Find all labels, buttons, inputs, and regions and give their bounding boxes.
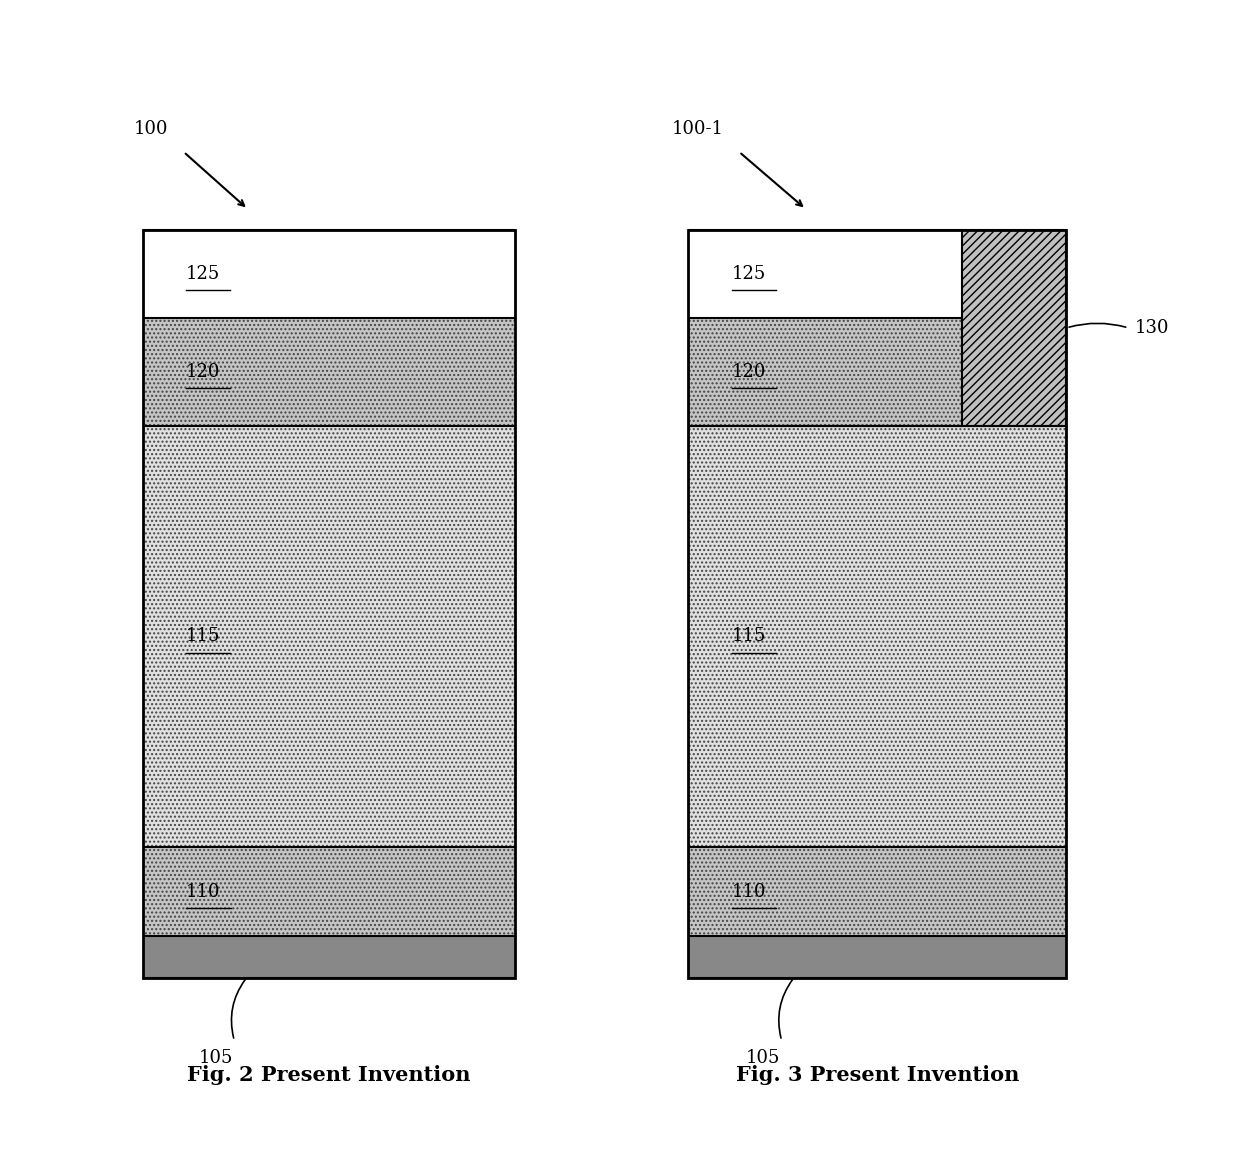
Text: 100-1: 100-1 bbox=[672, 120, 724, 138]
Text: 125: 125 bbox=[732, 266, 766, 283]
Text: 100: 100 bbox=[134, 120, 169, 138]
Bar bbox=[688, 319, 962, 426]
Text: 120: 120 bbox=[186, 363, 221, 381]
Bar bbox=[143, 230, 515, 977]
Text: 130: 130 bbox=[1135, 319, 1169, 337]
Text: 115: 115 bbox=[186, 627, 221, 645]
Text: 105: 105 bbox=[198, 1049, 233, 1067]
Text: 125: 125 bbox=[186, 266, 221, 283]
Bar bbox=[143, 936, 515, 978]
Bar bbox=[143, 319, 515, 426]
Bar bbox=[143, 846, 515, 936]
Text: 115: 115 bbox=[732, 627, 766, 645]
Bar bbox=[143, 846, 515, 936]
Bar bbox=[143, 319, 515, 426]
Text: 120: 120 bbox=[732, 363, 766, 381]
Bar bbox=[962, 230, 1066, 426]
Bar bbox=[688, 230, 962, 319]
Bar bbox=[688, 936, 1066, 978]
Bar bbox=[688, 319, 962, 426]
Text: Fig. 2 Present Invention: Fig. 2 Present Invention bbox=[187, 1065, 470, 1086]
Bar bbox=[688, 846, 1066, 936]
Bar bbox=[688, 426, 1066, 846]
Text: 105: 105 bbox=[746, 1049, 780, 1067]
Bar bbox=[688, 230, 1066, 977]
Bar bbox=[962, 230, 1066, 426]
Text: 110: 110 bbox=[186, 882, 221, 900]
Bar bbox=[143, 230, 515, 319]
Bar bbox=[688, 426, 1066, 846]
Bar bbox=[143, 426, 515, 846]
Bar bbox=[143, 426, 515, 846]
Text: 110: 110 bbox=[732, 882, 766, 900]
Bar bbox=[688, 846, 1066, 936]
Text: Fig. 3 Present Invention: Fig. 3 Present Invention bbox=[735, 1065, 1019, 1086]
